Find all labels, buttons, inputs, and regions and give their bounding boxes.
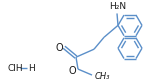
Text: CH₃: CH₃ bbox=[95, 72, 110, 81]
Text: ClH: ClH bbox=[7, 64, 23, 73]
Text: H: H bbox=[28, 64, 35, 73]
Text: O: O bbox=[55, 43, 63, 53]
Text: O: O bbox=[68, 66, 76, 76]
Text: H₂N: H₂N bbox=[109, 2, 127, 11]
